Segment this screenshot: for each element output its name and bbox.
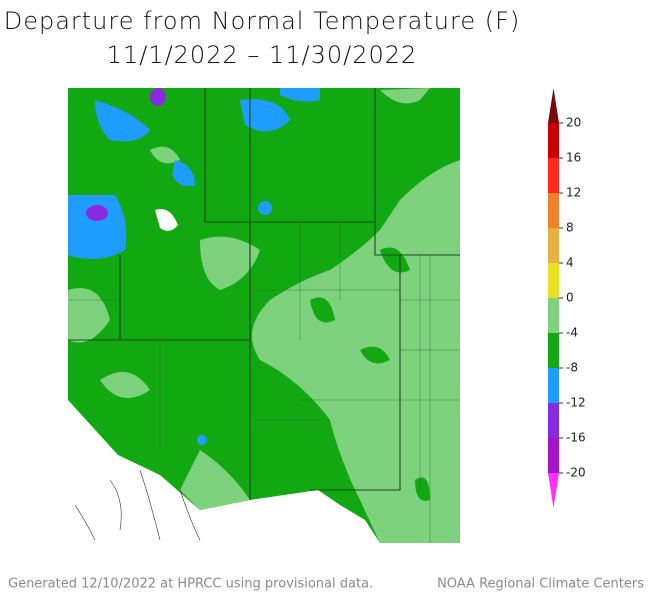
legend-bin <box>548 438 559 473</box>
legend-tick-label: -20 <box>566 466 586 480</box>
color-legend: 20 16 12 8 4 0 -4 -8 -12 -16 -20 <box>548 88 586 508</box>
map <box>68 88 460 543</box>
legend-tick-label: -16 <box>566 431 586 445</box>
legend-bin <box>548 368 559 403</box>
legend-tick-label: 8 <box>566 221 574 235</box>
legend-tick-label: 0 <box>566 291 574 305</box>
map-title: Departure from Normal Temperature (F) <box>4 7 521 35</box>
footer-right: NOAA Regional Climate Centers <box>437 577 644 592</box>
legend-bin <box>548 193 559 228</box>
legend-extend-bottom <box>548 473 559 508</box>
footer-left: Generated 12/10/2022 at HPRCC using prov… <box>8 577 373 592</box>
legend-extend-top <box>548 88 559 123</box>
legend-tick-label: 16 <box>566 151 581 165</box>
legend-bin <box>548 123 559 158</box>
legend-bin <box>548 403 559 438</box>
legend-tick-label: -12 <box>566 396 586 410</box>
legend-bin <box>548 158 559 193</box>
legend-bin <box>548 333 559 368</box>
legend-tick-label: -8 <box>566 361 578 375</box>
legend-tick-label: -4 <box>566 326 578 340</box>
legend-bin <box>548 228 559 263</box>
legend-tick-label: 20 <box>566 116 581 130</box>
legend-tick-label: 4 <box>566 256 574 270</box>
legend-bin <box>548 298 559 333</box>
map-subtitle: 11/1/2022 – 11/30/2022 <box>107 41 418 69</box>
legend-tick-label: 12 <box>566 186 581 200</box>
legend-bin <box>548 263 559 298</box>
